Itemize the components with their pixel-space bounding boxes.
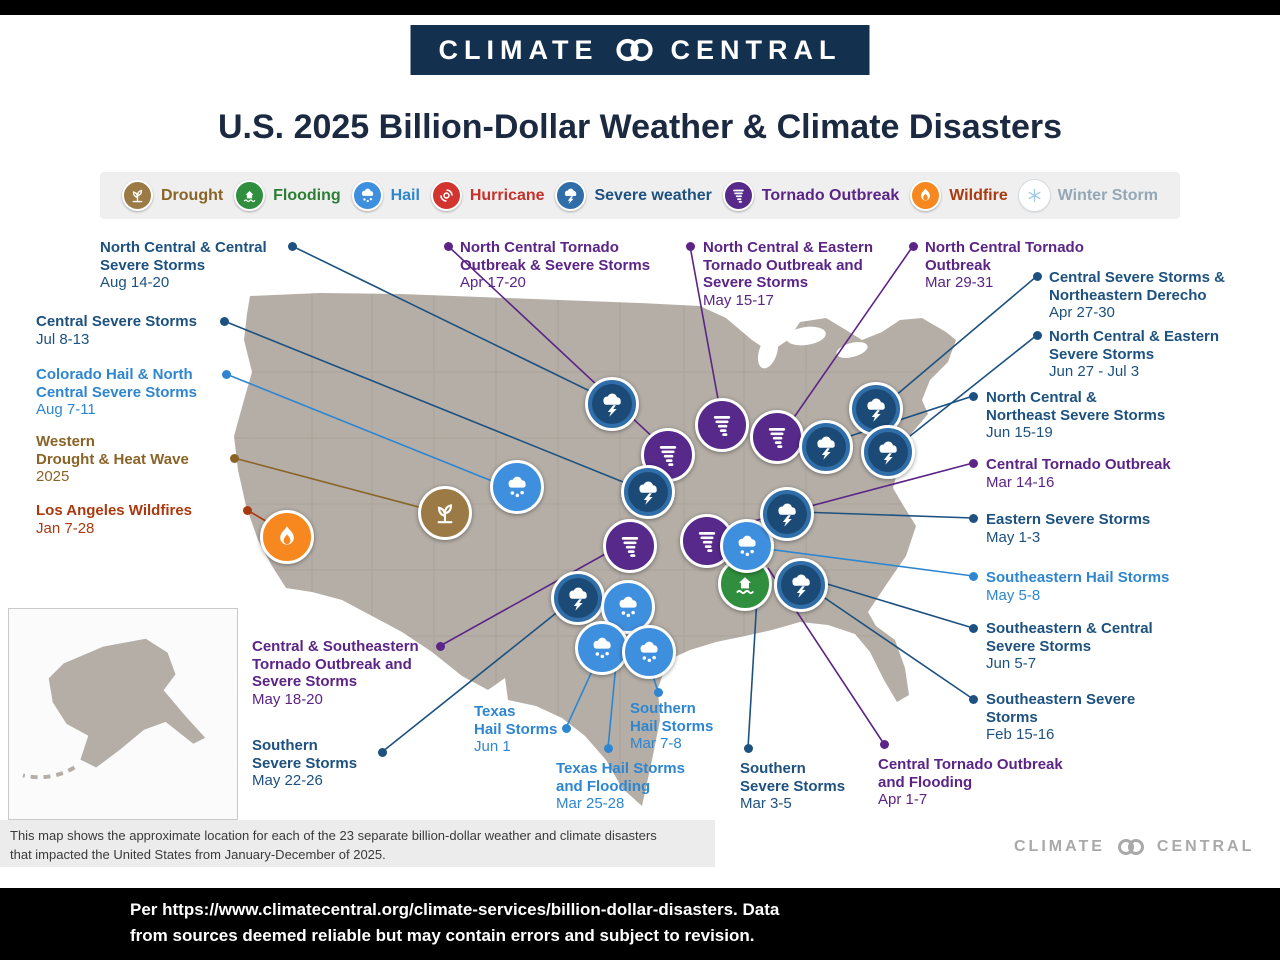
severe-icon: [555, 180, 587, 211]
winter-icon: [1018, 180, 1050, 211]
climate-central-logo: CLIMATE CENTRAL: [410, 25, 870, 75]
logo-text-left: CLIMATE: [438, 34, 599, 65]
legend-item-hurricane: Hurricane: [430, 180, 545, 211]
legend-label: Flooding: [273, 186, 341, 204]
legend-item-tornado: Tornado Outbreak: [722, 180, 900, 211]
watermark-text-right: CENTRAL: [1156, 838, 1255, 855]
source-bar: Per https://www.climatecentral.org/clima…: [0, 888, 1280, 960]
watermark-text-left: CLIMATE: [1014, 838, 1105, 855]
watermark: CLIMATE CENTRAL: [1014, 836, 1254, 858]
footnote: This map shows the approximate location …: [0, 820, 715, 867]
legend-label: Winter Storm: [1057, 186, 1158, 204]
legend-label: Tornado Outbreak: [761, 186, 900, 204]
footnote-line-2: that impacted the United States from Jan…: [10, 846, 386, 862]
footnote-line-1: This map shows the approximate location …: [10, 828, 657, 843]
hurricane-icon: [430, 180, 462, 211]
legend-label: Hail: [390, 186, 420, 204]
hail-icon: [351, 180, 383, 211]
legend-item-winter: Winter Storm: [1018, 180, 1158, 211]
legend-label: Wildfire: [949, 186, 1008, 204]
interlocking-rings-icon: [616, 38, 653, 62]
alaska-inset-map: [22, 638, 206, 780]
legend-item-flooding: Flooding: [234, 180, 341, 211]
interlocking-rings-icon: [1117, 839, 1144, 855]
drought-icon: [122, 180, 153, 211]
flooding-icon: [234, 180, 266, 211]
legend-item-hail: Hail: [351, 180, 420, 211]
alaska-inset: [8, 608, 238, 820]
legend-item-wildfire: Wildfire: [910, 180, 1008, 211]
tornado-icon: [722, 180, 754, 211]
legend-label: Hurricane: [469, 186, 545, 204]
legend-bar: Drought Flooding Hail Hurricane Severe weath…: [100, 172, 1180, 219]
legend-item-drought: Drought: [122, 180, 223, 211]
aleutian-islands: [22, 765, 76, 780]
source-line-2: from sources deemed reliable but may con…: [130, 926, 755, 946]
legend-item-severe: Severe weather: [555, 180, 712, 211]
wildfire-icon: [910, 180, 942, 211]
page-title: U.S. 2025 Billion-Dollar Weather & Clima…: [218, 108, 1062, 146]
source-line-1: Per https://www.climatecentral.org/clima…: [130, 900, 780, 919]
logo-text-right: CENTRAL: [670, 34, 842, 65]
legend-label: Drought: [161, 186, 224, 204]
legend-label: Severe weather: [594, 186, 712, 204]
